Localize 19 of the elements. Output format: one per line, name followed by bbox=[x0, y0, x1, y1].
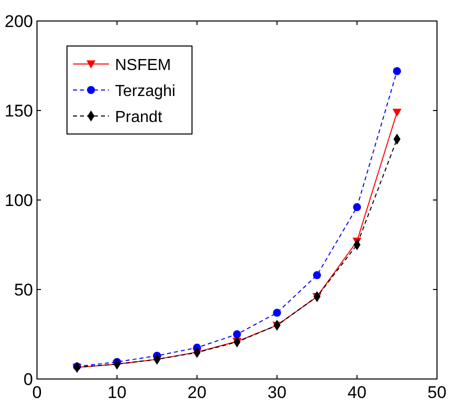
legend-label: Terzaghi bbox=[115, 83, 176, 100]
x-tick-label: 50 bbox=[428, 383, 446, 402]
legend-label: NSFEM bbox=[115, 57, 171, 74]
point bbox=[273, 308, 281, 317]
point bbox=[313, 271, 321, 280]
y-tick-label: 0 bbox=[24, 370, 33, 389]
point bbox=[353, 203, 361, 212]
point bbox=[393, 67, 401, 76]
y-tick-label: 50 bbox=[14, 280, 33, 300]
y-tick-label: 150 bbox=[4, 102, 33, 120]
legend-label: Prandt bbox=[115, 109, 163, 126]
point bbox=[233, 330, 241, 338]
x-tick-label: 30 bbox=[268, 383, 286, 402]
x-tick-label: 20 bbox=[188, 383, 206, 402]
y-tick-label: 100 bbox=[4, 191, 33, 210]
y-tick-label: 200 bbox=[4, 12, 33, 31]
point bbox=[392, 108, 402, 117]
x-tick-label: 40 bbox=[348, 383, 366, 402]
x-tick-label: 10 bbox=[108, 383, 126, 402]
